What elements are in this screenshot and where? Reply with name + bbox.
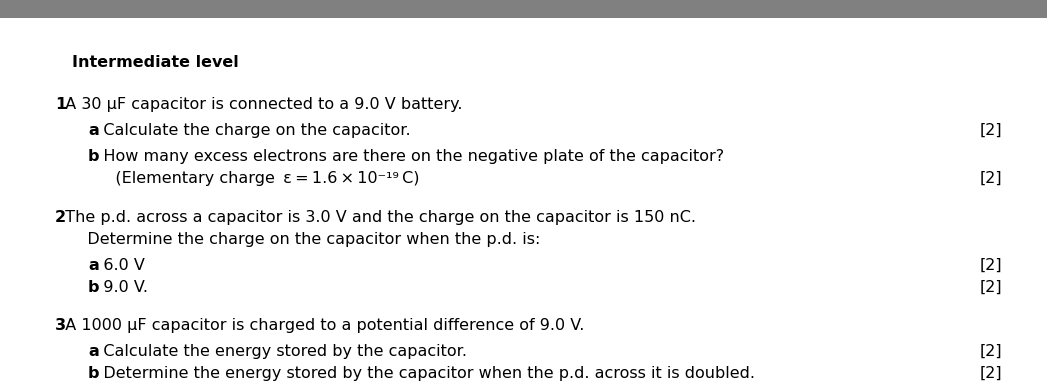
Text: The p.d. across a capacitor is 3.0 V and the charge on the capacitor is 150 nC.: The p.d. across a capacitor is 3.0 V and… <box>55 210 696 225</box>
Text: 6.0 V: 6.0 V <box>88 258 144 273</box>
Text: 1: 1 <box>55 97 66 112</box>
Text: (Elementary charge  ε = 1.6 × 10⁻¹⁹ C): (Elementary charge ε = 1.6 × 10⁻¹⁹ C) <box>101 171 420 186</box>
Text: Intermediate level: Intermediate level <box>72 55 239 70</box>
Text: Determine the energy stored by the capacitor when the p.d. across it is doubled.: Determine the energy stored by the capac… <box>88 366 755 381</box>
Text: a: a <box>88 344 98 359</box>
Text: a: a <box>88 258 98 273</box>
Text: b: b <box>88 280 99 295</box>
Text: a: a <box>88 123 98 138</box>
Text: Determine the charge on the capacitor when the p.d. is:: Determine the charge on the capacitor wh… <box>72 232 540 247</box>
Text: Calculate the energy stored by the capacitor.: Calculate the energy stored by the capac… <box>88 344 467 359</box>
Text: 9.0 V.: 9.0 V. <box>88 280 148 295</box>
Text: How many excess electrons are there on the negative plate of the capacitor?: How many excess electrons are there on t… <box>88 149 725 164</box>
Text: A 30 μF capacitor is connected to a 9.0 V battery.: A 30 μF capacitor is connected to a 9.0 … <box>55 97 463 112</box>
Text: [2]: [2] <box>980 258 1003 273</box>
Text: [2]: [2] <box>980 123 1003 138</box>
Text: [2]: [2] <box>980 171 1003 186</box>
Text: [2]: [2] <box>980 344 1003 359</box>
Text: A 1000 μF capacitor is charged to a potential difference of 9.0 V.: A 1000 μF capacitor is charged to a pote… <box>55 318 584 333</box>
Text: b: b <box>88 149 99 164</box>
Text: Calculate the charge on the capacitor.: Calculate the charge on the capacitor. <box>88 123 410 138</box>
Text: 3: 3 <box>55 318 66 333</box>
Bar <box>0 0 1047 18</box>
Text: [2]: [2] <box>980 366 1003 381</box>
Text: 2: 2 <box>55 210 66 225</box>
Text: b: b <box>88 366 99 381</box>
Text: [2]: [2] <box>980 280 1003 295</box>
